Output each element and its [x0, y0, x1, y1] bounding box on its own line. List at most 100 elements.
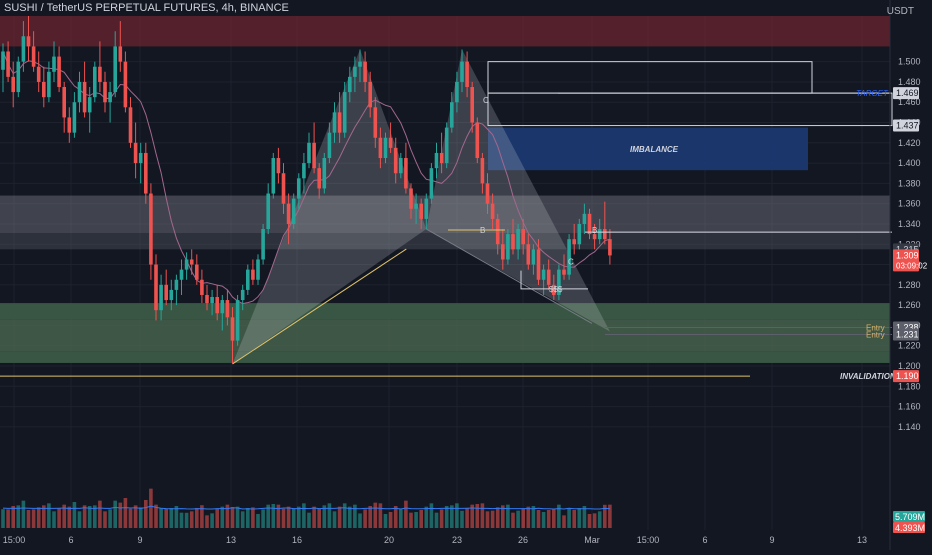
volume-bar — [57, 508, 61, 528]
candle — [511, 234, 515, 250]
volume-bar — [225, 504, 230, 528]
candle — [6, 51, 10, 77]
volume-bar — [526, 506, 531, 528]
y-tick-label: 1.280 — [898, 280, 921, 290]
x-tick-label: 16 — [292, 535, 302, 545]
candle — [164, 284, 168, 301]
y-tick-label: 1.220 — [898, 341, 921, 351]
candle — [230, 317, 235, 341]
zone-supply — [0, 16, 890, 47]
candle — [195, 264, 199, 280]
candle — [1, 51, 5, 70]
candle — [577, 223, 582, 245]
candle — [327, 132, 332, 159]
volume-bar — [174, 506, 179, 528]
target-text: TARGET — [856, 89, 889, 98]
candle — [444, 127, 449, 164]
volume-bar — [62, 504, 66, 528]
volume-bar — [470, 504, 474, 528]
candle — [256, 259, 260, 280]
zone-resistance — [0, 195, 890, 234]
volume-bar — [205, 515, 209, 528]
candle — [215, 297, 219, 314]
volume-bar — [118, 502, 123, 528]
candle — [36, 66, 41, 82]
candle — [409, 188, 413, 209]
candle — [393, 147, 398, 174]
volume-bar — [113, 500, 117, 528]
volume-bar — [138, 507, 143, 528]
candle — [373, 107, 378, 138]
candle — [317, 168, 321, 189]
volume-bar — [98, 500, 102, 528]
volume-bar — [302, 503, 306, 528]
candle — [307, 142, 311, 164]
x-tick-label: 20 — [384, 535, 394, 545]
x-tick-label: Mar — [584, 535, 600, 545]
volume-bar — [393, 506, 398, 528]
price-label-box — [893, 119, 919, 132]
x-tick-label: 13 — [857, 535, 867, 545]
x-tick-label: 6 — [68, 535, 73, 545]
volume-bar — [154, 504, 158, 528]
y-tick-label: 1.380 — [898, 178, 921, 188]
y-tick-label: 1.480 — [898, 77, 921, 87]
volume-bar — [455, 503, 459, 528]
candle — [475, 122, 480, 159]
candle — [353, 66, 357, 77]
volume-bar — [271, 504, 276, 528]
candle — [179, 269, 184, 280]
candle — [281, 173, 286, 204]
volume-bar — [480, 503, 485, 528]
candle — [526, 244, 531, 265]
candle — [470, 87, 474, 123]
imbalance-text: IMBALANCE — [630, 145, 679, 154]
volume-bar — [475, 504, 480, 528]
candle — [144, 152, 148, 194]
candle — [200, 279, 204, 295]
volume-bar — [429, 503, 434, 528]
candle — [67, 117, 72, 133]
volume-bar — [195, 508, 199, 528]
price-label: 1.190 — [896, 371, 919, 381]
volume-bar — [144, 500, 148, 528]
volume-ma-line — [2, 505, 610, 510]
candle — [52, 56, 56, 72]
y-tick-label: 1.200 — [898, 361, 921, 371]
volume-bar — [291, 508, 296, 528]
volume-bar — [169, 508, 174, 528]
zone-demand-upper — [0, 303, 890, 320]
zones — [0, 16, 893, 363]
volume-bar — [562, 515, 566, 528]
volume-bar — [485, 511, 490, 528]
volume-label-box — [893, 511, 925, 522]
candle — [11, 76, 15, 93]
candle — [246, 269, 250, 290]
candle — [332, 112, 337, 133]
candle — [98, 66, 102, 82]
zone-resistance-lower — [0, 233, 890, 250]
zone-demand — [0, 319, 890, 352]
volume-bar — [11, 506, 15, 528]
y-tick-label: 1.400 — [898, 158, 921, 168]
candle — [210, 297, 214, 304]
volume-bar — [82, 505, 87, 528]
candle — [123, 61, 128, 108]
candle — [184, 259, 189, 270]
candle — [490, 203, 495, 219]
volume-bar — [200, 505, 204, 528]
volume-bar — [230, 507, 235, 528]
volume-bar — [582, 506, 587, 528]
candle — [322, 158, 327, 189]
volume-bar — [450, 505, 454, 528]
candle — [26, 36, 31, 47]
volume-bar — [87, 506, 92, 528]
price-axis: 1.5001.4801.4601.4401.4201.4001.3801.360… — [889, 0, 928, 550]
volume-bar — [567, 508, 571, 528]
volume-bar — [506, 504, 510, 528]
candle — [465, 61, 469, 88]
candle — [414, 203, 418, 209]
x-tick-label: 23 — [452, 535, 462, 545]
